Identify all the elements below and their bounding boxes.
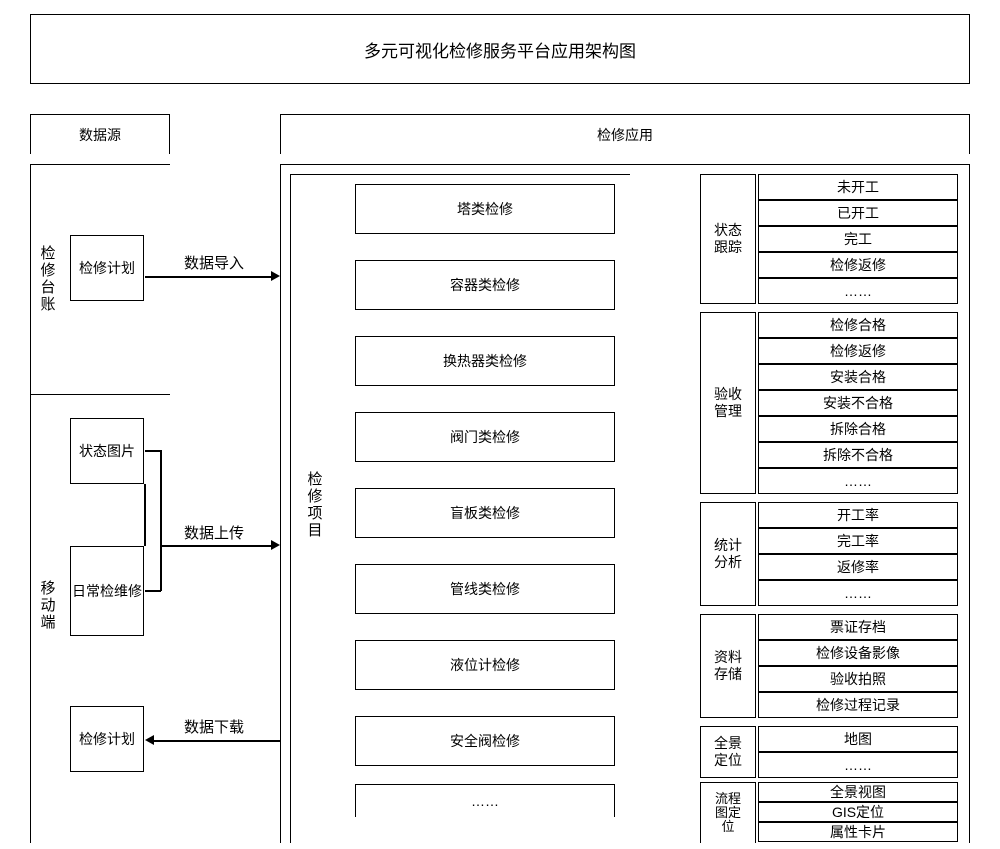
storage-row-a: 票证存档 — [758, 614, 958, 640]
data-source-header: 数据源 — [30, 114, 170, 154]
group-panorama-rows: 地图 …… — [758, 726, 958, 778]
status-row-e: …… — [758, 278, 958, 304]
connector-v1 — [144, 484, 146, 546]
flowpos-row-a: 全景视图 — [758, 782, 958, 802]
app-header: 检修应用 — [280, 114, 970, 154]
group-accept-rows: 检修合格 检修返修 安装合格 安装不合格 拆除合格 拆除不合格 …… — [758, 312, 958, 494]
project-item-d: 阀门类检修 — [355, 412, 615, 462]
group-status-rows: 未开工 已开工 完工 检修返修 …… — [758, 174, 958, 304]
status-row-a: 未开工 — [758, 174, 958, 200]
mobile-item-status-pic: 状态图片 — [70, 418, 144, 484]
title-text: 多元可视化检修服务平台应用架构图 — [364, 37, 636, 62]
group-flowpos-label: 流程图定位 — [700, 782, 756, 843]
panorama-row-a: 地图 — [758, 726, 958, 752]
storage-row-b: 检修设备影像 — [758, 640, 958, 666]
ledger-label: 检修台账 — [33, 170, 61, 388]
status-row-d: 检修返修 — [758, 252, 958, 278]
data-source-header-text: 数据源 — [79, 125, 121, 145]
flowpos-row-c: 属性卡片 — [758, 822, 958, 842]
flow-upload-label: 数据上传 — [184, 522, 244, 543]
mobile-item-daily: 日常检维修 — [70, 546, 144, 636]
project-item-b: 容器类检修 — [355, 260, 615, 310]
group-accept-label: 验收管理 — [700, 312, 756, 494]
accept-row-c: 安装合格 — [758, 364, 958, 390]
status-row-b: 已开工 — [758, 200, 958, 226]
storage-row-c: 验收拍照 — [758, 666, 958, 692]
mobile-item-plan-text: 检修计划 — [79, 729, 135, 749]
group-flowpos-rows: 全景视图 GIS定位 属性卡片 — [758, 782, 958, 842]
mobile-label: 移动端 — [33, 400, 61, 810]
stats-row-c: 返修率 — [758, 554, 958, 580]
accept-row-f: 拆除不合格 — [758, 442, 958, 468]
group-panorama-label-text: 全景定位 — [714, 735, 742, 769]
flow-upload-arrowhead — [271, 540, 280, 550]
accept-row-d: 安装不合格 — [758, 390, 958, 416]
flow-download-arrowhead — [145, 735, 154, 745]
mobile-label-text: 移动端 — [37, 580, 58, 631]
app-header-text: 检修应用 — [597, 125, 653, 145]
mobile-item-daily-text: 日常检维修 — [72, 581, 142, 601]
group-storage-label: 资料存储 — [700, 614, 756, 718]
flow-import-arrowhead — [271, 271, 280, 281]
flow-upload-h-bot — [145, 590, 161, 592]
project-item-g: 液位计检修 — [355, 640, 615, 690]
project-label-text: 检修项目 — [304, 471, 325, 539]
group-storage-rows: 票证存档 检修设备影像 验收拍照 检修过程记录 — [758, 614, 958, 718]
storage-row-d: 检修过程记录 — [758, 692, 958, 718]
project-item-c: 换热器类检修 — [355, 336, 615, 386]
flow-upload-join-bot — [160, 545, 162, 591]
accept-row-a: 检修合格 — [758, 312, 958, 338]
flow-download-line — [154, 740, 280, 742]
title-box: 多元可视化检修服务平台应用架构图 — [30, 14, 970, 84]
flow-import-line — [145, 276, 271, 278]
project-list: 塔类检修 容器类检修 换热器类检修 阀门类检修 盲板类检修 管线类检修 液位计检… — [355, 184, 615, 817]
panorama-row-b: …… — [758, 752, 958, 778]
stats-row-b: 完工率 — [758, 528, 958, 554]
flow-upload-line — [160, 545, 271, 547]
group-panorama-label: 全景定位 — [700, 726, 756, 778]
stats-row-a: 开工率 — [758, 502, 958, 528]
group-accept-label-text: 验收管理 — [714, 386, 742, 420]
accept-row-e: 拆除合格 — [758, 416, 958, 442]
group-stats-rows: 开工率 完工率 返修率 …… — [758, 502, 958, 606]
flow-upload-h-top — [145, 450, 161, 452]
flowpos-row-b: GIS定位 — [758, 802, 958, 822]
stats-row-d: …… — [758, 580, 958, 606]
accept-row-g: …… — [758, 468, 958, 494]
ledger-label-text: 检修台账 — [37, 245, 58, 313]
mobile-item-plan: 检修计划 — [70, 706, 144, 772]
flow-import-label: 数据导入 — [184, 252, 244, 273]
project-item-h: 安全阀检修 — [355, 716, 615, 766]
mobile-item-status-pic-text: 状态图片 — [79, 441, 135, 461]
ledger-item-plan: 检修计划 — [70, 235, 144, 301]
ledger-item-plan-text: 检修计划 — [79, 258, 135, 278]
project-item-e: 盲板类检修 — [355, 488, 615, 538]
group-flowpos-label-text: 流程图定位 — [715, 792, 741, 835]
group-stats-label-text: 统计分析 — [714, 537, 742, 571]
group-status-label-text: 状态跟踪 — [714, 222, 742, 256]
project-item-i: …… — [355, 784, 615, 817]
project-label: 检修项目 — [294, 180, 334, 830]
accept-row-b: 检修返修 — [758, 338, 958, 364]
group-stats-label: 统计分析 — [700, 502, 756, 606]
project-item-f: 管线类检修 — [355, 564, 615, 614]
flow-download-label: 数据下载 — [184, 716, 244, 737]
status-row-c: 完工 — [758, 226, 958, 252]
group-status-label: 状态跟踪 — [700, 174, 756, 304]
project-item-a: 塔类检修 — [355, 184, 615, 234]
flow-upload-join-top — [160, 450, 162, 546]
group-storage-label-text: 资料存储 — [714, 649, 742, 683]
